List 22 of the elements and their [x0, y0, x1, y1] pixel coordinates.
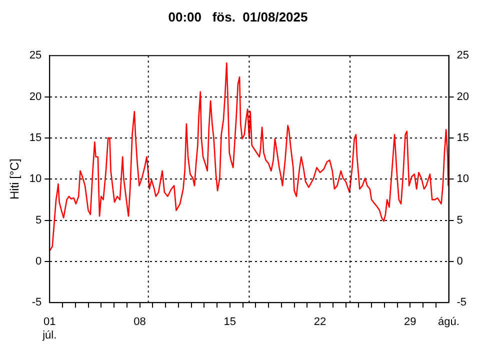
x-tick-label: 29: [404, 316, 416, 328]
chart-title: 00:00 fös. 01/08/2025: [168, 9, 308, 24]
y2-tick-label: 0: [456, 255, 463, 268]
y-axis-title: Hiti [°C]: [8, 158, 22, 200]
y2-tick-label: 5: [456, 214, 463, 226]
x-tick-label: 01 júl.: [42, 316, 57, 342]
y-tick-label: 25: [29, 50, 42, 62]
y-tick-label: 20: [29, 90, 42, 103]
y2-tick-label: 25: [456, 50, 470, 62]
y2-tick-label: -5: [456, 296, 467, 309]
y-tick-label: 10: [29, 173, 42, 186]
y-tick-label: -5: [32, 296, 42, 309]
x-tick-label: 22: [314, 316, 326, 328]
y2-tick-label: 20: [456, 90, 470, 103]
x-tick-label: 08: [134, 316, 146, 328]
y2-tick-label: 15: [456, 132, 470, 144]
x-tick-label: ágú.: [438, 316, 460, 328]
y-tick-label: 0: [36, 255, 42, 268]
x-tick-label: 15: [224, 316, 236, 328]
y2-tick-label: 10: [456, 173, 470, 186]
y-tick-label: 15: [29, 132, 42, 144]
y-tick-label: 5: [36, 214, 42, 226]
